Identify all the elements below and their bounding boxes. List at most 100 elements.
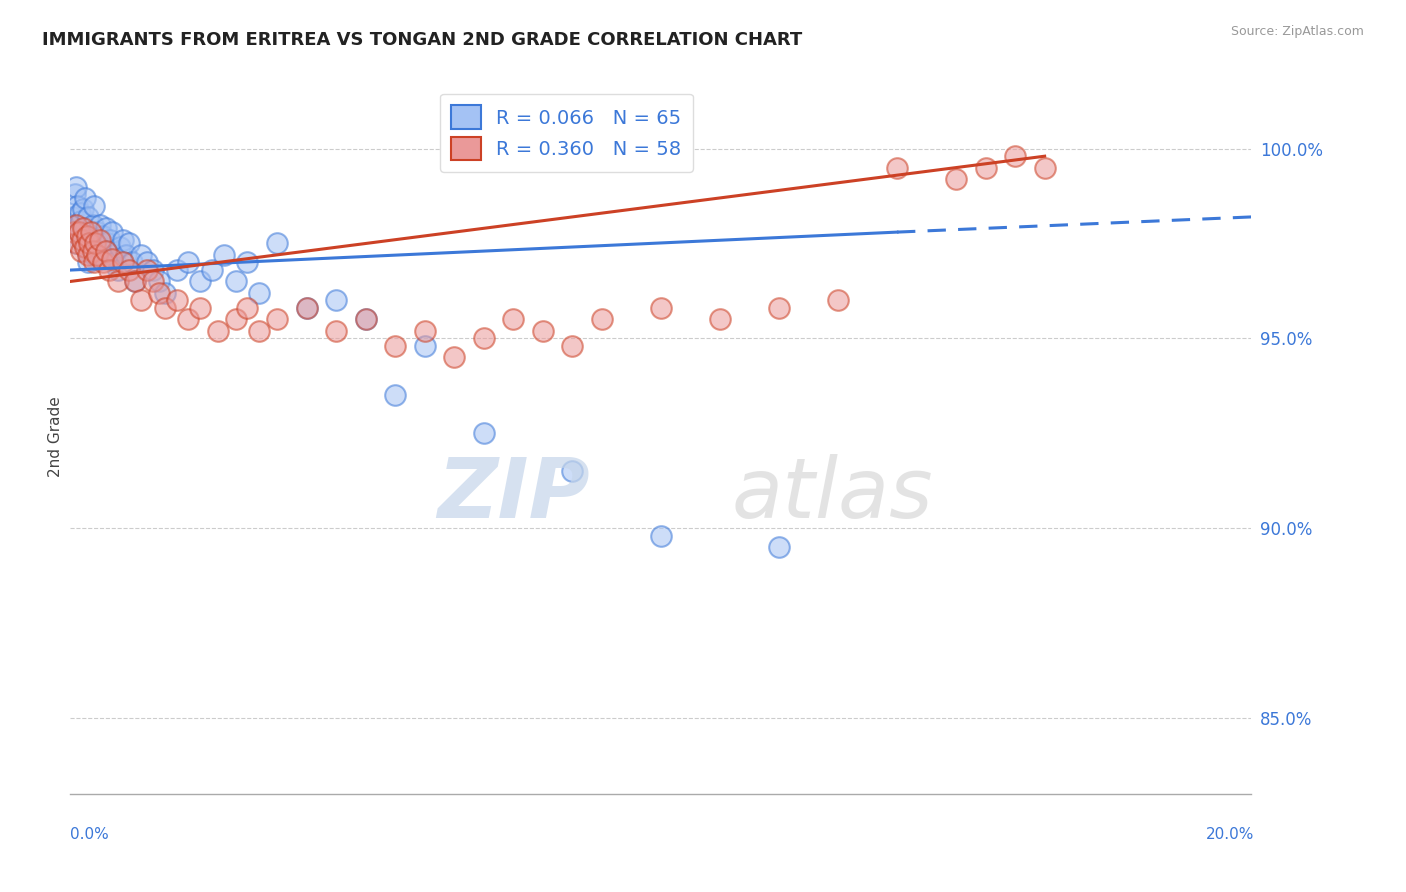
Point	[413, 339, 436, 353]
Point	[86, 248, 108, 262]
Point	[100, 252, 122, 266]
Point	[325, 324, 347, 338]
Point	[89, 233, 111, 247]
Point	[295, 301, 318, 315]
Point	[136, 263, 159, 277]
Point	[384, 388, 406, 402]
Point	[72, 202, 94, 217]
Point	[82, 218, 104, 232]
Point	[709, 312, 731, 326]
Point	[66, 236, 89, 251]
Point	[225, 312, 247, 326]
Point	[124, 275, 146, 289]
Point	[80, 225, 103, 239]
Point	[129, 248, 152, 262]
Point	[82, 244, 104, 258]
Point	[827, 293, 849, 308]
Point	[153, 285, 176, 300]
Point	[66, 198, 89, 212]
Point	[112, 255, 135, 269]
Point	[70, 233, 93, 247]
Point	[76, 228, 98, 243]
Point	[118, 236, 141, 251]
Point	[89, 218, 111, 232]
Point	[77, 236, 100, 251]
Text: atlas: atlas	[731, 454, 934, 534]
Text: Source: ZipAtlas.com: Source: ZipAtlas.com	[1230, 25, 1364, 38]
Point	[84, 233, 107, 247]
Point	[100, 225, 122, 239]
Point	[561, 339, 583, 353]
Point	[142, 263, 165, 277]
Point	[112, 233, 135, 247]
Text: 0.0%: 0.0%	[70, 827, 110, 841]
Point	[97, 244, 120, 258]
Point	[96, 236, 118, 251]
Point	[77, 225, 100, 239]
Point	[80, 236, 103, 251]
Point	[65, 179, 87, 194]
Point	[84, 236, 107, 251]
Point	[443, 351, 465, 365]
Point	[97, 263, 120, 277]
Point	[77, 255, 100, 269]
Point	[77, 210, 100, 224]
Point	[83, 248, 105, 262]
Point	[207, 324, 229, 338]
Point	[142, 275, 165, 289]
Point	[67, 225, 90, 239]
Point	[94, 221, 117, 235]
Point	[974, 161, 997, 175]
Point	[472, 426, 495, 441]
Point	[91, 255, 114, 269]
Point	[110, 240, 132, 254]
Point	[124, 275, 146, 289]
Point	[177, 255, 200, 269]
Point	[188, 275, 211, 289]
Point	[650, 529, 672, 543]
Text: 20.0%: 20.0%	[1206, 827, 1254, 841]
Point	[166, 263, 188, 277]
Point	[70, 244, 93, 258]
Point	[354, 312, 377, 326]
Point	[354, 312, 377, 326]
Point	[62, 210, 84, 224]
Point	[121, 255, 143, 269]
Point	[70, 233, 93, 247]
Point	[945, 172, 967, 186]
Point	[75, 221, 96, 235]
Point	[384, 339, 406, 353]
Point	[212, 248, 235, 262]
Point	[75, 240, 96, 254]
Point	[1004, 149, 1026, 163]
Point	[472, 331, 495, 345]
Point	[1033, 161, 1056, 175]
Point	[63, 187, 86, 202]
Point	[67, 225, 90, 239]
Point	[247, 324, 270, 338]
Point	[531, 324, 554, 338]
Point	[90, 244, 112, 258]
Point	[136, 255, 159, 269]
Point	[118, 263, 141, 277]
Point	[70, 213, 93, 227]
Point	[77, 248, 100, 262]
Point	[75, 191, 96, 205]
Point	[72, 221, 94, 235]
Point	[76, 244, 98, 258]
Point	[650, 301, 672, 315]
Point	[83, 198, 105, 212]
Point	[83, 255, 105, 269]
Point	[115, 248, 138, 262]
Legend: R = 0.066   N = 65, R = 0.360   N = 58: R = 0.066 N = 65, R = 0.360 N = 58	[440, 94, 693, 172]
Point	[101, 248, 124, 262]
Point	[247, 285, 270, 300]
Point	[225, 275, 247, 289]
Point	[768, 301, 790, 315]
Point	[266, 312, 288, 326]
Point	[886, 161, 908, 175]
Point	[87, 240, 110, 254]
Y-axis label: 2nd Grade: 2nd Grade	[48, 397, 63, 477]
Point	[107, 275, 129, 289]
Point	[148, 285, 170, 300]
